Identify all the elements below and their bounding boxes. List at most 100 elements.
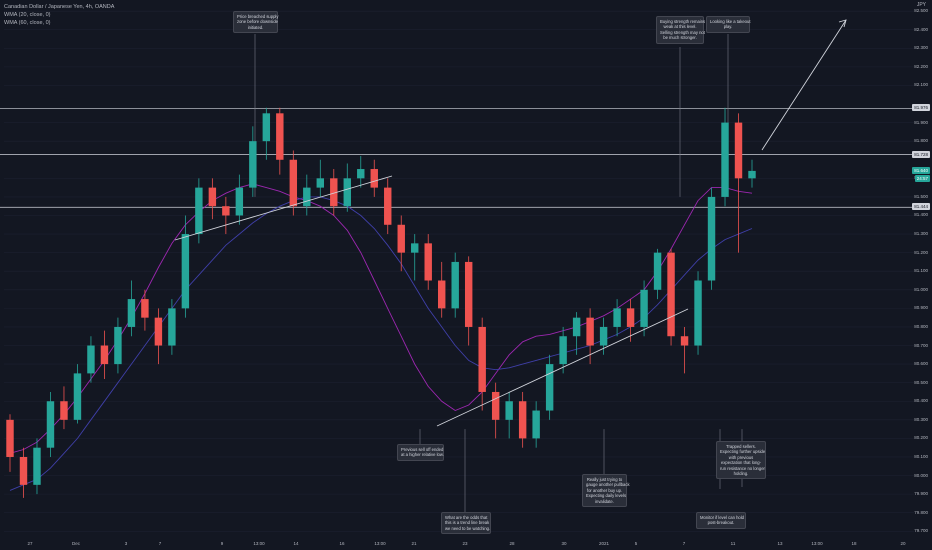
candle	[114, 317, 122, 374]
candle-body	[141, 299, 149, 318]
time-tick-label: 28	[509, 541, 515, 546]
candle	[478, 317, 486, 411]
candle-body	[195, 187, 203, 235]
candle	[694, 271, 702, 355]
candle	[437, 261, 446, 318]
candle	[721, 107, 729, 207]
price-tick-label: 81.900	[914, 119, 928, 125]
price-tick-label: 79.800	[914, 509, 928, 515]
candle-body	[289, 159, 298, 207]
candle-body	[748, 170, 756, 179]
price-tick-label: 82.400	[914, 26, 928, 32]
candle-body	[613, 308, 621, 327]
candle	[276, 107, 284, 175]
candle	[316, 159, 325, 197]
candle-body	[33, 447, 41, 485]
candle-body	[464, 261, 473, 327]
annotation-buying[interactable]: Buying strength remains weak at this lev…	[656, 16, 705, 44]
currency-label: JPY	[916, 2, 926, 8]
candle-body	[343, 178, 351, 207]
trend-lines	[174, 19, 847, 427]
candle-body	[181, 234, 190, 309]
indicator-wma20[interactable]: WMA (20, close, 0)	[4, 12, 51, 18]
candle	[384, 178, 392, 235]
projection-arrow-line	[761, 19, 847, 151]
price-tick-label: 82.100	[914, 82, 928, 88]
candle	[451, 252, 459, 318]
time-tick-label: 7	[682, 541, 686, 546]
annotation-monitor[interactable]: Monitor if level can hold post-breakout.	[696, 512, 746, 529]
candle-body	[653, 252, 662, 290]
annotation-takeout[interactable]: Looking like a takeout play.	[706, 16, 751, 33]
price-tick-label: 80.000	[914, 472, 928, 478]
price-tick-label: 79.900	[914, 491, 928, 497]
annotation-odds[interactable]: What are the odds that this is a trend l…	[441, 512, 491, 535]
candle	[653, 248, 662, 300]
price-tick-label: 80.700	[914, 342, 928, 348]
candle	[734, 113, 743, 253]
candle-body	[721, 122, 729, 197]
level-price-tag: 81.976	[912, 104, 930, 112]
candle-body	[491, 391, 500, 420]
annotation-trapped[interactable]: Trapped sellers. Expecting further upsid…	[716, 441, 766, 480]
time-tick-label: 7	[158, 541, 162, 546]
time-tick-label: 30	[561, 541, 567, 546]
time-tick-label: Dec	[71, 541, 81, 546]
annotation-sell-off[interactable]: Previous sell off ended at a higher rela…	[397, 444, 444, 461]
candle	[572, 312, 581, 355]
candle	[559, 326, 567, 374]
price-tick-label: 80.600	[914, 361, 928, 367]
chart-legend: Canadian Dollar / Japanese Yen, 4h, OAND…	[4, 3, 114, 27]
candle-body	[6, 419, 14, 457]
candle	[208, 178, 217, 220]
price-tick-label: 81.000	[914, 286, 928, 292]
time-tick-label: 2021	[598, 541, 610, 546]
candle	[343, 163, 351, 212]
time-tick-label: 16	[339, 541, 345, 546]
candle	[141, 289, 149, 331]
candle	[222, 196, 230, 235]
time-tick-label: 13:00	[253, 541, 265, 546]
indicator-wma60[interactable]: WMA (60, close, 0)	[4, 20, 51, 26]
candle-body	[518, 401, 527, 439]
annotation-supply[interactable]: Price breached supply zone before downsi…	[233, 11, 278, 34]
candle	[303, 174, 311, 216]
bar-countdown-tag: 24:57	[914, 174, 930, 182]
candle-body	[586, 317, 594, 346]
time-tick-label: 18	[851, 541, 857, 546]
candle-body	[262, 113, 271, 142]
candle	[424, 234, 432, 290]
trend-line-upper	[174, 175, 393, 241]
price-tick-label: 80.400	[914, 398, 928, 404]
time-tick-label: 21	[411, 541, 417, 546]
candle-body	[411, 243, 419, 253]
annotation-pullback[interactable]: Really just trying to gauge another pull…	[582, 474, 630, 508]
candle	[33, 438, 41, 495]
candle-body	[154, 317, 163, 346]
time-tick-label: 13	[777, 541, 783, 546]
candle-body	[545, 364, 554, 411]
candle	[154, 308, 163, 365]
time-tick-label: 5	[634, 541, 638, 546]
candle	[19, 447, 28, 498]
candle	[60, 386, 68, 430]
wma60-line	[9, 196, 753, 491]
candle-body	[667, 252, 675, 337]
candle	[262, 107, 271, 160]
candle	[330, 169, 338, 216]
time-tick-label: 13:00	[374, 541, 386, 546]
candle-body	[559, 336, 567, 365]
candle	[397, 215, 405, 272]
time-tick-label: 20	[900, 541, 906, 546]
trend-line-lower	[436, 308, 689, 427]
candle	[235, 174, 244, 225]
candle	[464, 256, 473, 346]
price-tick-label: 82.200	[914, 63, 928, 69]
candlesticks	[6, 107, 756, 498]
time-tick-label: 27	[27, 541, 33, 546]
candle	[411, 234, 419, 281]
symbol-title[interactable]: Canadian Dollar / Japanese Yen, 4h, OAND…	[4, 4, 115, 10]
price-tick-label: 80.100	[914, 453, 928, 459]
candle	[181, 215, 190, 318]
